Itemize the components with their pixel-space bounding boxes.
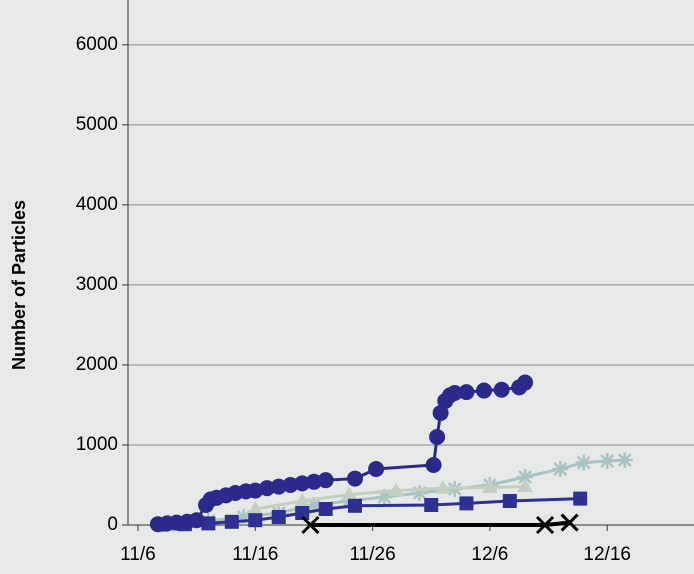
marker (535, 515, 555, 535)
x-tick-label: 11/26 (350, 544, 396, 565)
marker (481, 479, 498, 493)
marker (248, 513, 263, 528)
y-tick-label: 6000 (76, 34, 118, 55)
marker (259, 480, 276, 497)
series-line (310, 520, 570, 527)
marker (301, 515, 320, 535)
marker (517, 374, 534, 391)
y-tick-label: 4000 (76, 194, 118, 215)
marker (599, 452, 616, 469)
marker (517, 468, 534, 485)
marker (247, 500, 264, 515)
marker (271, 509, 286, 524)
marker (493, 381, 510, 398)
marker (575, 454, 592, 471)
y-tick-label: 3000 (76, 274, 118, 295)
marker (235, 508, 252, 525)
marker (429, 428, 446, 445)
marker (294, 475, 311, 492)
x-tick-label: 11/16 (232, 544, 278, 565)
marker (368, 460, 385, 477)
marker (411, 484, 428, 501)
marker (388, 482, 405, 497)
marker (446, 384, 463, 401)
marker (434, 480, 451, 494)
marker (347, 498, 362, 513)
x-tick-label: 11/6 (120, 544, 156, 565)
marker (424, 497, 439, 512)
y-tick-label: 2000 (76, 354, 118, 375)
marker (552, 460, 569, 477)
marker (201, 516, 216, 531)
marker (459, 496, 474, 511)
marker (476, 382, 493, 399)
marker (305, 473, 322, 490)
marker (376, 488, 393, 505)
marker (517, 478, 534, 493)
y-axis-title: Number of Particles (9, 200, 29, 370)
marker (432, 404, 449, 421)
marker (188, 512, 205, 529)
x-tick-label: 12/16 (583, 544, 631, 565)
marker (318, 501, 333, 516)
marker (341, 486, 358, 501)
marker (305, 496, 322, 513)
x-tick-label: 12/6 (471, 544, 508, 565)
marker (270, 478, 287, 495)
marker (616, 452, 633, 469)
marker (282, 476, 299, 493)
marker (224, 514, 239, 529)
marker (573, 491, 588, 506)
y-tick-label: 1000 (76, 434, 118, 455)
marker (317, 472, 334, 489)
marker (346, 470, 363, 487)
marker (502, 493, 517, 508)
marker (295, 505, 310, 520)
marker (294, 492, 311, 507)
y-tick-label: 0 (107, 514, 118, 535)
y-tick-label: 5000 (76, 114, 118, 135)
marker (425, 456, 442, 473)
marker (560, 513, 579, 532)
marker (458, 384, 475, 401)
